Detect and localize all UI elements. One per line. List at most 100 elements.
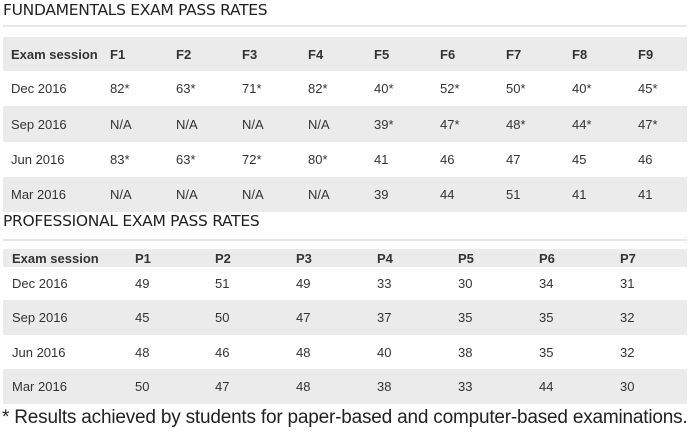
pass-rate-cell: 45 xyxy=(572,152,587,167)
pass-rate-cell: 37 xyxy=(377,310,392,325)
pass-rate-cell: 41 xyxy=(572,187,587,202)
pass-rate-cell: 32 xyxy=(620,344,635,360)
pass-rate-cell: 30 xyxy=(458,276,473,291)
column-header: F3 xyxy=(242,46,258,62)
session-cell: Dec 2016 xyxy=(11,81,67,96)
pass-rate-cell: 38 xyxy=(377,379,392,394)
column-header: F6 xyxy=(440,46,456,62)
pass-rate-cell: 71* xyxy=(242,81,262,96)
pass-rate-cell: 50* xyxy=(506,81,526,96)
pass-rate-cell: N/A xyxy=(110,116,132,132)
column-header: F5 xyxy=(374,46,390,62)
table-row: Mar 2016 50 47 48 38 33 44 30 xyxy=(3,369,687,404)
pass-rate-cell: 33 xyxy=(377,276,392,291)
pass-rate-cell: 48 xyxy=(296,344,311,360)
divider xyxy=(3,239,687,241)
pass-rate-cell: N/A xyxy=(242,187,264,202)
pass-rate-cell: 35 xyxy=(539,344,554,360)
session-cell: Jun 2016 xyxy=(12,344,66,360)
table-row: Jun 2016 83* 63* 72* 80* 41 46 47 45 46 xyxy=(3,142,687,177)
column-header: Exam session xyxy=(12,250,99,266)
pass-rate-cell: 48 xyxy=(135,344,150,360)
column-header: F8 xyxy=(572,46,588,62)
pass-rate-cell: 40* xyxy=(572,81,592,96)
pass-rate-cell: 32 xyxy=(620,310,635,325)
pass-rate-cell: 45* xyxy=(638,81,658,96)
pass-rate-cell: N/A xyxy=(176,116,198,132)
pass-rate-cell: 51 xyxy=(506,187,521,202)
pass-rate-cell: 40 xyxy=(377,344,392,360)
column-header: P7 xyxy=(620,250,636,266)
pass-rate-cell: N/A xyxy=(308,116,330,132)
pass-rate-cell: 39* xyxy=(374,116,394,132)
table-row: Sep 2016 45 50 47 37 35 35 32 xyxy=(3,300,687,335)
session-cell: Sep 2016 xyxy=(12,310,68,325)
pass-rate-cell: 39 xyxy=(374,187,389,202)
pass-rate-cell: 35 xyxy=(539,310,554,325)
pass-rate-cell: 47 xyxy=(506,152,521,167)
pass-rate-cell: 35 xyxy=(458,310,473,325)
column-header: P2 xyxy=(215,250,231,266)
fundamentals-title: FUNDAMENTALS EXAM PASS RATES xyxy=(3,1,268,19)
pass-rate-cell: 47* xyxy=(638,116,658,132)
pass-rate-cell: 44 xyxy=(440,187,455,202)
pass-rate-cell: 52* xyxy=(440,81,460,96)
pass-rate-cell: 51 xyxy=(215,276,230,291)
table-row: Jun 2016 48 46 48 40 38 35 32 xyxy=(3,335,687,369)
session-cell: Mar 2016 xyxy=(11,187,66,202)
pass-rate-cell: 41 xyxy=(374,152,389,167)
column-header: P3 xyxy=(296,250,312,266)
pass-rate-cell: 31 xyxy=(620,276,635,291)
column-header: F4 xyxy=(308,46,324,62)
pass-rate-cell: N/A xyxy=(242,116,264,132)
pass-rate-cell: 45 xyxy=(135,310,150,325)
pass-rate-cell: 38 xyxy=(458,344,473,360)
session-cell: Jun 2016 xyxy=(11,152,65,167)
professional-table: Exam session P1 P2 P3 P4 P5 P6 P7 Dec 2016 49 51 49… xyxy=(3,249,687,404)
pass-rate-cell: 80* xyxy=(308,152,328,167)
table-row: Dec 2016 82* 63* 71* 82* 40* 52* 50* 40* 45* xyxy=(3,71,687,106)
pass-rate-cell: 47 xyxy=(296,310,311,325)
table-row: Mar 2016 N/A N/A N/A N/A 39 44 51 41 41 xyxy=(3,177,687,212)
session-cell: Dec 2016 xyxy=(12,276,68,291)
pass-rate-cell: 72* xyxy=(242,152,262,167)
pass-rate-cell: 47 xyxy=(215,379,230,394)
pass-rate-cell: 40* xyxy=(374,81,394,96)
fundamentals-table: Exam session F1 F2 F3 F4 F5 F6 F7 F8 F9 Dec 2016 82… xyxy=(3,37,687,212)
column-header: F7 xyxy=(506,46,522,62)
pass-rate-cell: 83* xyxy=(110,152,130,167)
pass-rate-cell: 82* xyxy=(308,81,328,96)
column-header: F2 xyxy=(176,46,192,62)
table-row: Sep 2016 N/A N/A N/A N/A 39* 47* 48* 44* 47* xyxy=(3,106,687,142)
column-header: P1 xyxy=(135,250,151,266)
pass-rate-cell: 46 xyxy=(215,344,230,360)
pass-rate-cell: 30 xyxy=(620,379,635,394)
pass-rate-cell: 47* xyxy=(440,116,460,132)
pass-rate-cell: 63* xyxy=(176,81,196,96)
pass-rate-cell: 44 xyxy=(539,379,554,394)
pass-rate-cell: 48 xyxy=(296,379,311,394)
divider xyxy=(3,25,687,27)
pass-rate-cell: 34 xyxy=(539,276,554,291)
column-header: P6 xyxy=(539,250,555,266)
column-header: F9 xyxy=(638,46,654,62)
column-header: P5 xyxy=(458,250,474,266)
professional-title: PROFESSIONAL EXAM PASS RATES xyxy=(3,212,260,230)
pass-rate-cell: N/A xyxy=(308,187,330,202)
pass-rate-cell: 46 xyxy=(440,152,455,167)
pass-rate-cell: 33 xyxy=(458,379,473,394)
column-header: F1 xyxy=(110,46,126,62)
pass-rate-cell: 82* xyxy=(110,81,130,96)
column-header: P4 xyxy=(377,250,393,266)
pass-rate-cell: 44* xyxy=(572,116,592,132)
pass-rate-cell: 49 xyxy=(296,276,311,291)
session-cell: Mar 2016 xyxy=(12,379,67,394)
table-header-row: Exam session P1 P2 P3 P4 P5 P6 P7 xyxy=(3,249,687,267)
pass-rate-cell: 63* xyxy=(176,152,196,167)
footnote: * Results achieved by students for paper… xyxy=(2,407,688,428)
pass-rate-cell: N/A xyxy=(176,187,198,202)
table-row: Dec 2016 49 51 49 33 30 34 31 xyxy=(3,267,687,300)
column-header: Exam session xyxy=(11,46,98,62)
pass-rate-cell: 50 xyxy=(215,310,230,325)
pass-rate-cell: 41 xyxy=(638,187,653,202)
